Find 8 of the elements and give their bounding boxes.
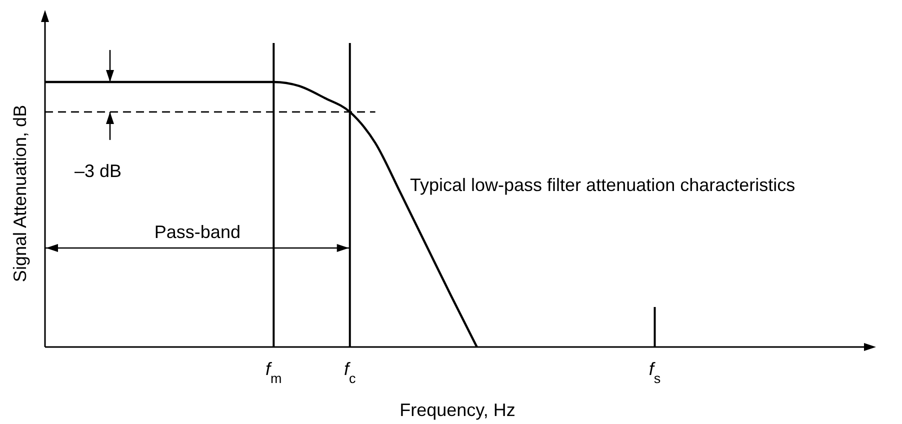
x-axis-title: Frequency, Hz <box>400 400 516 420</box>
x-tick-label: f$_{c}$ <box>344 359 356 386</box>
x-tick-label: f$_{m}$ <box>266 359 282 386</box>
x-tick-label: f$_{s}$ <box>648 359 661 386</box>
y-axis-title: Signal Attenuation, dB <box>10 104 30 282</box>
legend-label: –3 dB <box>74 160 122 181</box>
annotation: Typical low-pass filter attenuation characteristics <box>410 175 796 195</box>
annotation: Pass-band <box>154 222 240 242</box>
